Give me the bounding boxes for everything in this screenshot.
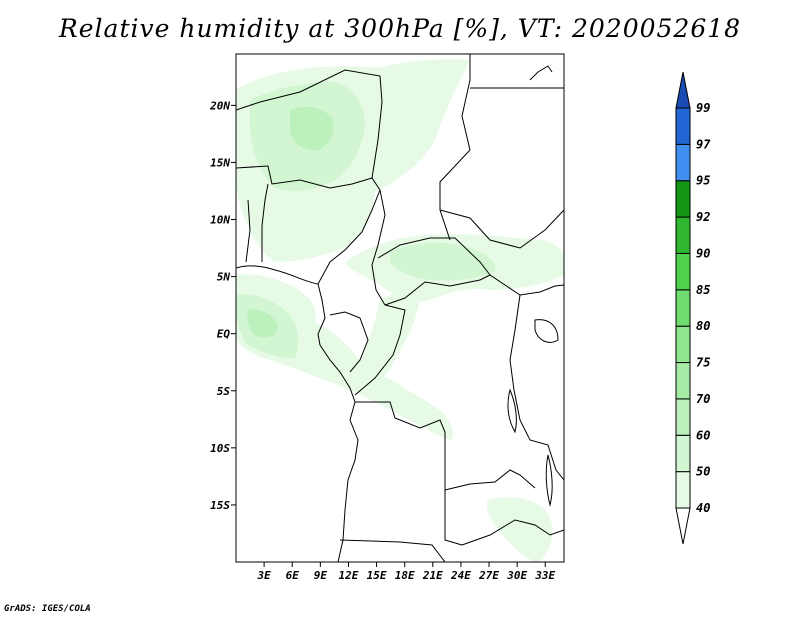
lat-tick-label: 15N <box>210 156 230 169</box>
lake-victoria <box>534 319 559 343</box>
border-angola-namibia <box>339 539 446 562</box>
colorbar: 40 50 60 70 75 80 85 90 92 95 97 99 <box>675 71 711 545</box>
lat-tick-label: 5S <box>217 385 231 398</box>
map-frame <box>235 53 565 563</box>
border-zambia-zimbabwe <box>461 519 564 546</box>
border-chad-car <box>377 237 491 276</box>
border-nigeria-cameroon <box>317 189 381 285</box>
chart-title: Relative humidity at 300hPa [%], VT: 202… <box>58 14 742 43</box>
lat-tick-label: 10S <box>210 442 230 455</box>
colorbar-label: 50 <box>696 465 710 479</box>
lon-tick-label: 15E <box>367 569 387 582</box>
coast-northeast <box>529 65 553 81</box>
coast-gabon <box>317 283 356 403</box>
lat-tick-label: 15S <box>210 499 230 512</box>
colorbar-label: 95 <box>696 174 710 188</box>
humidity-zone-gulf-peak <box>247 309 278 338</box>
lon-tick-label: 24E <box>450 569 471 582</box>
colorbar-swatch-90 <box>675 216 691 254</box>
border-gabon-congo <box>329 311 369 373</box>
colorbar-swatch-75 <box>675 325 691 364</box>
coast-angola <box>337 401 359 562</box>
longitude-axis: 3E 6E 9E 12E 15E 18E 21E 24E 27E 30E 33E <box>256 562 556 582</box>
colorbar-label: 97 <box>696 137 711 151</box>
grads-credit: GrADS: IGES/COLA <box>4 604 91 614</box>
colorbar-label: 99 <box>696 101 710 115</box>
lat-tick-label: EQ <box>217 328 231 341</box>
colorbar-label: 92 <box>696 210 710 224</box>
latitude-axis: 20N 15N 10N 5N EQ 5S 10S 15S <box>209 99 236 512</box>
lon-tick-label: 18E <box>395 569 415 582</box>
colorbar-swatch-97 <box>675 107 691 145</box>
border-sudan-southsudan <box>439 209 564 249</box>
coast-west-africa <box>236 265 319 285</box>
colorbar-label: 90 <box>696 246 710 260</box>
lon-tick-label: 3E <box>256 569 271 582</box>
lon-tick-label: 27E <box>478 569 499 582</box>
border-east-africa <box>509 294 564 481</box>
colorbar-swatch-60 <box>675 398 691 436</box>
lon-tick-label: 9E <box>314 569 328 582</box>
border-nigeria-niger <box>236 165 381 191</box>
border-benin-togo <box>261 183 269 262</box>
border-congo-drc <box>354 304 406 396</box>
humidity-zone-congo <box>360 291 420 380</box>
colorbar-label: 75 <box>696 356 710 370</box>
colorbar-swatch-95 <box>675 143 691 182</box>
humidity-shading <box>236 59 564 562</box>
lon-tick-label: 12E <box>339 569 359 582</box>
border-drc-zambia <box>469 469 536 489</box>
lat-tick-label: 5N <box>217 271 231 284</box>
lat-tick-label: 10N <box>210 214 230 227</box>
colorbar-label: 40 <box>696 501 710 515</box>
colorbar-swatch-85 <box>675 252 691 291</box>
lon-tick-label: 6E <box>286 569 300 582</box>
lon-tick-label: 33E <box>534 569 555 582</box>
border-ghana <box>245 199 251 263</box>
lon-tick-label: 30E <box>506 569 527 582</box>
colorbar-label: 60 <box>696 428 710 442</box>
border-drc-angola <box>355 401 471 491</box>
colorbar-swatch-70 <box>675 362 691 400</box>
border-angola-zambia <box>444 490 463 546</box>
country-boundaries <box>236 54 564 562</box>
border-car-south <box>384 274 564 306</box>
colorbar-swatch-40 <box>675 471 691 509</box>
humidity-zone-southeast <box>486 497 553 562</box>
colorbar-swatch-92 <box>675 180 691 218</box>
border-cameroon-chad <box>371 189 386 306</box>
colorbar-swatch-50 <box>675 434 691 473</box>
colorbar-swatch-80 <box>675 289 691 327</box>
lake-malawi <box>545 454 553 507</box>
lake-tanganyika <box>507 388 517 434</box>
colorbar-label: 85 <box>696 283 710 297</box>
colorbar-high-triangle <box>675 71 691 109</box>
colorbar-low-triangle <box>675 507 691 545</box>
colorbar-label: 80 <box>696 319 710 333</box>
colorbar-label: 70 <box>696 392 710 406</box>
border-niger-north <box>236 69 383 179</box>
lat-tick-label: 20N <box>209 99 230 112</box>
lon-tick-label: 21E <box>422 569 443 582</box>
humidity-zone-niger-peak <box>290 106 334 151</box>
